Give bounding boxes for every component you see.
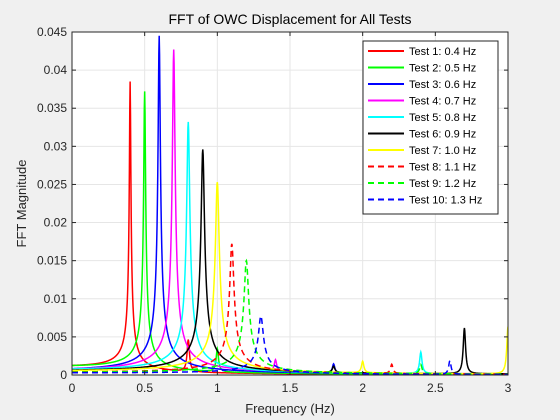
x-tick-label: 1 [214,381,221,395]
y-tick-label: 0 [60,368,67,382]
x-tick-label: 1.5 [282,381,299,395]
legend-label: Test 7: 1.0 Hz [409,145,476,157]
x-axis-label: Frequency (Hz) [245,401,335,416]
x-tick-label: 0.5 [136,381,153,395]
legend-label: Test 9: 1.2 Hz [409,178,476,190]
y-tick-label: 0.02 [44,216,68,230]
legend-label: Test 3: 0.6 Hz [409,79,476,91]
legend-label: Test 2: 0.5 Hz [409,63,476,75]
x-tick-label: 2 [359,381,366,395]
y-tick-label: 0.04 [44,63,68,77]
y-tick-label: 0.015 [37,254,67,268]
legend-label: Test 4: 0.7 Hz [409,96,476,108]
y-axis-label: FFT Magnitude [14,160,29,248]
x-tick-label: 0 [69,381,76,395]
chart-title: FFT of OWC Displacement for All Tests [169,11,412,27]
x-tick-label: 3 [505,381,512,395]
y-tick-label: 0.045 [37,25,67,39]
y-tick-label: 0.025 [37,177,67,191]
legend-label: Test 1: 0.4 Hz [409,46,476,58]
legend-label: Test 8: 1.1 Hz [409,162,476,174]
x-tick-label: 2.5 [427,381,444,395]
legend-label: Test 6: 0.9 Hz [409,129,476,141]
legend-label: Test 5: 0.8 Hz [409,112,476,124]
y-tick-label: 0.03 [44,139,68,153]
legend-label: Test 10: 1.3 Hz [409,195,482,207]
y-tick-label: 0.035 [37,101,67,115]
y-tick-label: 0.005 [37,330,67,344]
legend-box [362,40,499,215]
ticks: 0 0.5 1 1.5 2 2.5 3 0 0.005 0.01 0.015 0.02 0.025 0.0… [37,25,512,395]
y-tick-label: 0.01 [44,292,68,306]
legend: Test 1: 0.4 Hz Test 2: 0.5 Hz Test 3: 0.6 … [362,40,499,215]
